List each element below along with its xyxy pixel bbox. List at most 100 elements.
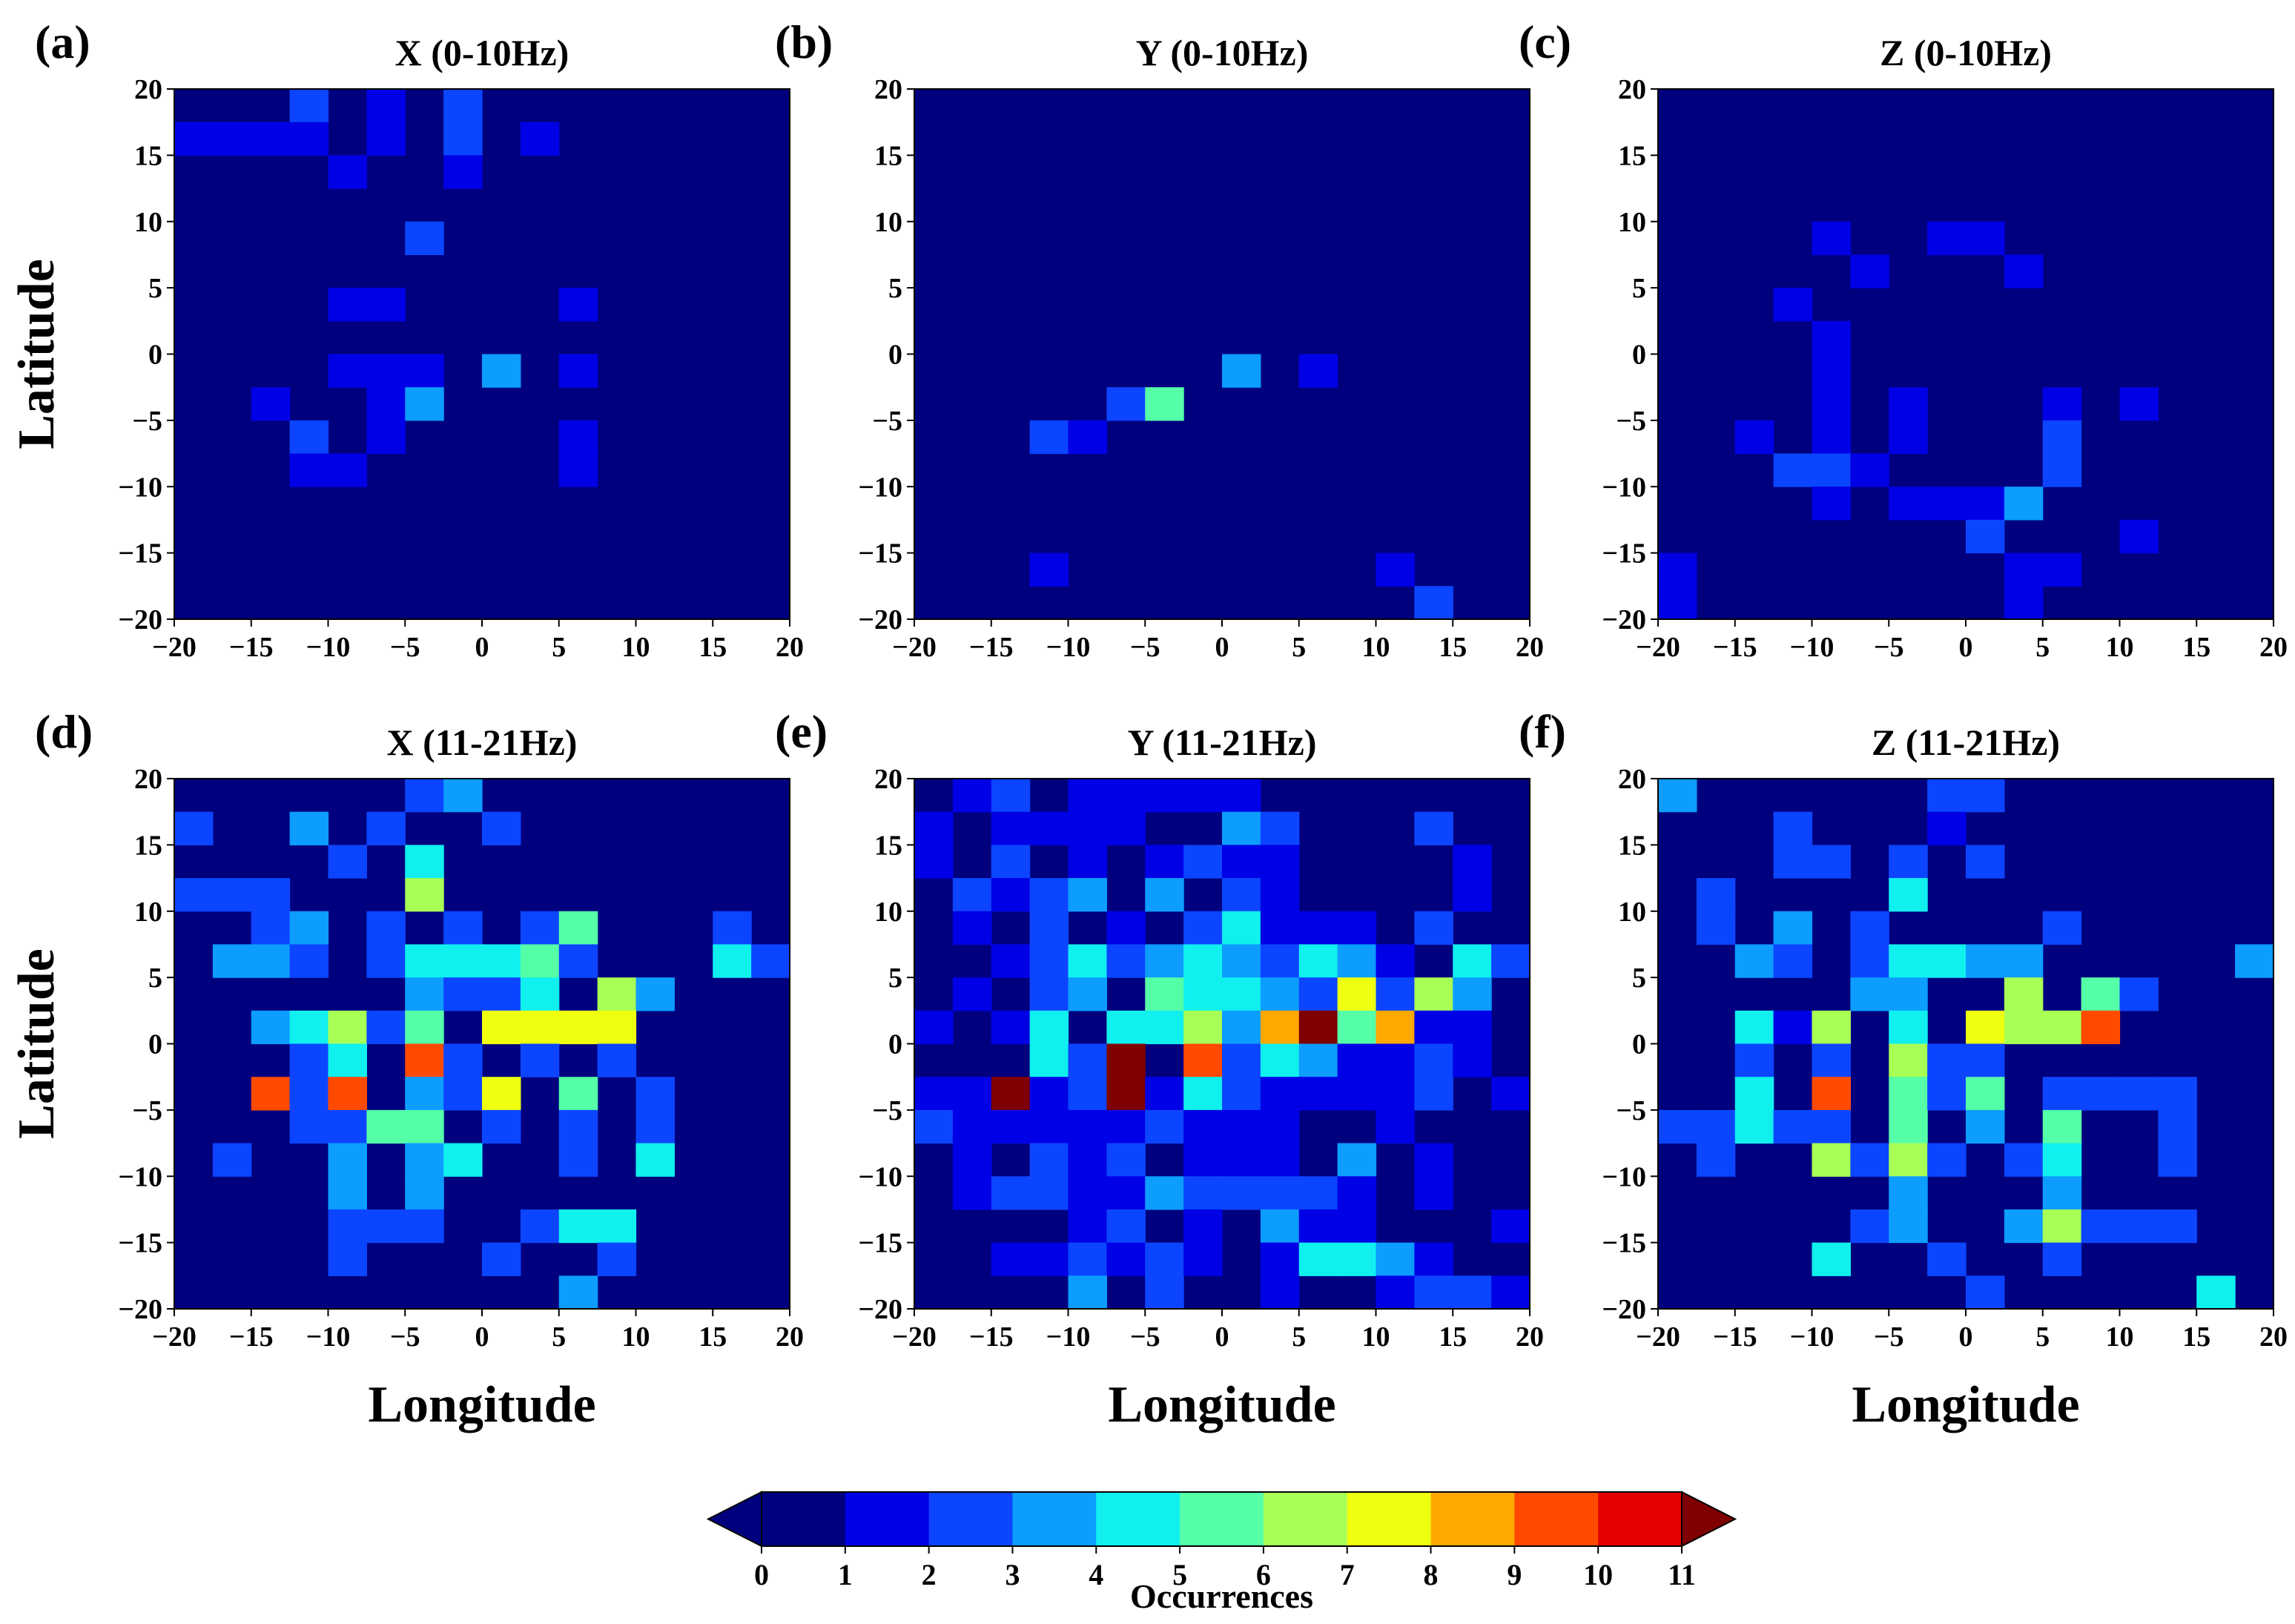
heatmap-cell [1414,1077,1453,1111]
x-tick-label: −5 [390,1321,420,1353]
heatmap-cell [1068,1176,1107,1210]
heatmap-cell [1889,1043,1928,1077]
heatmap-cell [405,944,444,978]
heatmap-cell [1966,779,2005,813]
heatmap-cell [328,453,367,487]
heatmap-cell [1222,878,1261,912]
x-tick-label: 15 [1439,1321,1467,1353]
heatmap-cell [1453,1043,1492,1077]
heatmap-cell [1106,944,1146,978]
x-tick-label: 15 [699,1321,727,1353]
x-tick-label: 15 [1439,632,1467,663]
heatmap-cell [1145,1242,1184,1276]
heatmap-cell [1966,1010,2005,1045]
x-tick-label: −20 [1636,1321,1680,1353]
heatmap-cell [1029,878,1069,912]
heatmap-cell [1068,811,1107,845]
y-tick-label: 20 [134,74,162,105]
heatmap-cell [1298,1077,1338,1111]
heatmap-cell [1812,1109,1851,1144]
heatmap-cell [1376,977,1415,1011]
heatmap-cell [1734,1010,1774,1045]
heatmap-cell [1145,845,1184,879]
heatmap-cell [1260,1077,1300,1111]
heatmap-cell [1068,1242,1107,1276]
heatmap-cell [1029,1176,1069,1210]
heatmap-cell [1298,977,1338,1011]
heatmap-cell [1734,420,1774,455]
heatmap-cell [1889,387,1928,421]
heatmap-cell [1850,944,1889,978]
colorbar-swatch [1514,1492,1599,1546]
panel-f: −20 −15 −10 −5 0 5 10 15 20 −20 −15 −10 −5 0 5 10 15 20 (f… [1519,705,2288,1433]
y-tick-label: −20 [858,604,902,636]
heatmap-cell [1068,878,1107,912]
heatmap-cell [1222,1043,1261,1077]
heatmap-cell [1029,1242,1069,1276]
heatmap-cell [520,944,560,978]
heatmap-cell [1298,1043,1338,1077]
heatmap-cell [1414,1275,1453,1310]
heatmap-cell [1414,1143,1453,1177]
x-tick-label: 20 [2259,1321,2288,1353]
heatmap-cell [1812,1077,1851,1111]
heatmap-cell [558,1143,598,1177]
x-axis-title: Longitude [368,1376,595,1433]
heatmap-cell [1491,1077,1530,1111]
heatmap-cell [2042,1077,2082,1111]
heatmap-cell [952,1176,992,1210]
heatmap-cell [1222,811,1261,845]
heatmap-cell [1029,420,1069,455]
y-tick-label: 0 [148,1029,162,1060]
y-axis-title: Latitude [8,259,65,449]
x-tick-label: −5 [1874,632,1904,663]
y-tick-label: −5 [132,1095,162,1126]
panel-d: −20 −15 −10 −5 0 5 10 15 20 −20 −15 −10 −5 0 5 10 15 20 (d… [8,705,804,1433]
heatmap-cell [366,420,406,455]
x-tick-label: 0 [1215,632,1229,663]
x-axis-title: Longitude [1108,1376,1335,1433]
heatmap-cell [1183,1043,1223,1077]
heatmap-cell [2042,911,2082,945]
y-tick-label: −10 [1602,472,1646,503]
heatmap-cell [1927,779,1967,813]
heatmap-cell [1773,288,1813,322]
colorbar-swatch [1263,1492,1348,1546]
heatmap-cell [1414,1176,1453,1210]
heatmap-cell [520,122,560,156]
heatmap-cell [1966,1043,2005,1077]
y-tick-label: −20 [1602,1294,1646,1325]
x-tick-label: 15 [699,632,727,663]
heatmap-cell [366,1109,406,1144]
colorbar: 0 1 2 3 4 5 6 7 8 9 10 11 Occurrences [706,1491,1737,1615]
heatmap-cell [1734,944,1774,978]
colorbar-swatch [1180,1492,1264,1546]
colorbar-label: Occurrences [1130,1577,1313,1615]
heatmap-cell [1889,1109,1928,1144]
heatmap-cell [1298,911,1338,945]
heatmap-cell [991,878,1031,912]
heatmap-cell [328,1242,367,1276]
x-tick-label: 5 [1292,632,1306,663]
heatmap-cell [1145,1275,1184,1310]
panel-label: (f) [1519,705,1566,758]
heatmap-cell [1260,1043,1300,1077]
heatmap-cell [1812,486,1851,521]
heatmap-cell [1414,1242,1453,1276]
y-tick-label: 0 [1632,340,1646,371]
x-tick-label: 5 [552,1321,566,1353]
y-tick-label: 10 [874,897,902,928]
heatmap-cell [1337,911,1377,945]
heatmap-cell [1029,944,1069,978]
heatmap-cell [1298,944,1338,978]
heatmap-cell [2042,1010,2082,1045]
heatmap-cell [443,779,483,813]
heatmap-cell [558,354,598,388]
heatmap-cell [366,811,406,845]
heatmap-cell [1260,1242,1300,1276]
heatmap-cell [1068,1275,1107,1310]
heatmap-cell [635,1109,675,1144]
heatmap-cell [1260,977,1300,1011]
heatmap-cell [443,1043,483,1077]
heatmap-cell [289,1109,329,1144]
